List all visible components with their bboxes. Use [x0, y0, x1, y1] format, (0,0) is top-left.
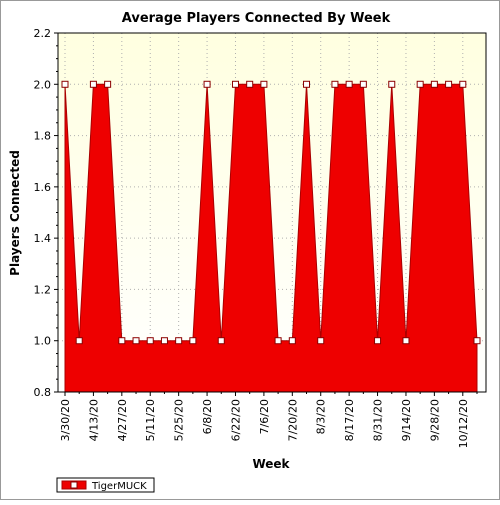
data-point-marker — [89, 80, 97, 88]
y-tick-label: 1.4 — [34, 232, 52, 245]
x-tick-label: 9/14/20 — [400, 399, 413, 441]
data-point-marker — [359, 80, 367, 88]
y-axis-label: Players Connected — [8, 150, 22, 276]
data-point-marker — [118, 337, 126, 345]
x-tick-label: 6/8/20 — [201, 399, 214, 434]
plot-area: 0.8 1.0 1.2 1.4 1.6 1.8 2.0 2.2 3/30/20 4/13/20 4/… — [34, 27, 487, 448]
data-point-marker — [303, 80, 311, 88]
data-point-marker — [374, 337, 382, 345]
data-point-marker — [175, 337, 183, 345]
legend-label: TigerMUCK — [91, 481, 147, 492]
data-point-marker — [160, 337, 168, 345]
x-axis-label: Week — [252, 457, 290, 471]
data-point-marker — [75, 337, 83, 345]
x-tick-label: 10/12/20 — [457, 399, 470, 448]
data-point-marker — [445, 80, 453, 88]
y-tick-label: 1.0 — [34, 335, 52, 348]
y-tick-label: 2.2 — [34, 27, 52, 40]
y-tick-label: 1.6 — [34, 181, 52, 194]
data-point-marker — [402, 337, 410, 345]
x-tick-label: 9/28/20 — [428, 399, 441, 441]
x-tick-label: 8/17/20 — [343, 399, 356, 441]
data-point-marker — [104, 80, 112, 88]
data-point-marker — [260, 80, 268, 88]
data-point-marker — [246, 80, 254, 88]
data-point-marker — [274, 337, 282, 345]
x-tick-label: 7/6/20 — [258, 399, 271, 434]
data-point-marker — [317, 337, 325, 345]
y-tick-label: 2.0 — [34, 78, 52, 91]
data-point-marker — [203, 80, 211, 88]
x-tick-label: 4/27/20 — [116, 399, 129, 441]
data-point-marker — [473, 337, 481, 345]
y-tick-label: 1.2 — [34, 283, 52, 296]
data-point-marker — [345, 80, 353, 88]
y-tick-label: 0.8 — [34, 386, 52, 399]
x-tick-label: 3/30/20 — [59, 399, 72, 441]
legend-marker — [70, 481, 78, 489]
x-tick-label: 5/11/20 — [144, 399, 157, 441]
data-point-marker — [416, 80, 424, 88]
data-point-marker — [430, 80, 438, 88]
x-tick-label: 7/20/20 — [286, 399, 299, 441]
y-tick-label: 1.8 — [34, 130, 52, 143]
data-point-marker — [61, 80, 69, 88]
data-point-marker — [146, 337, 154, 345]
data-point-marker — [132, 337, 140, 345]
data-point-marker — [189, 337, 197, 345]
data-point-marker — [459, 80, 467, 88]
data-point-marker — [231, 80, 239, 88]
data-point-marker — [288, 337, 296, 345]
x-tick-label: 6/22/20 — [229, 399, 242, 441]
x-tick-label: 8/31/20 — [372, 399, 385, 441]
x-tick-label: 4/13/20 — [87, 399, 100, 441]
data-point-marker — [388, 80, 396, 88]
chart-title: Average Players Connected By Week — [122, 11, 391, 26]
legend: TigerMUCK — [56, 477, 155, 493]
data-point-marker — [217, 337, 225, 345]
x-tick-label: 5/25/20 — [173, 399, 186, 441]
data-point-marker — [331, 80, 339, 88]
x-tick-label: 8/3/20 — [315, 399, 328, 434]
